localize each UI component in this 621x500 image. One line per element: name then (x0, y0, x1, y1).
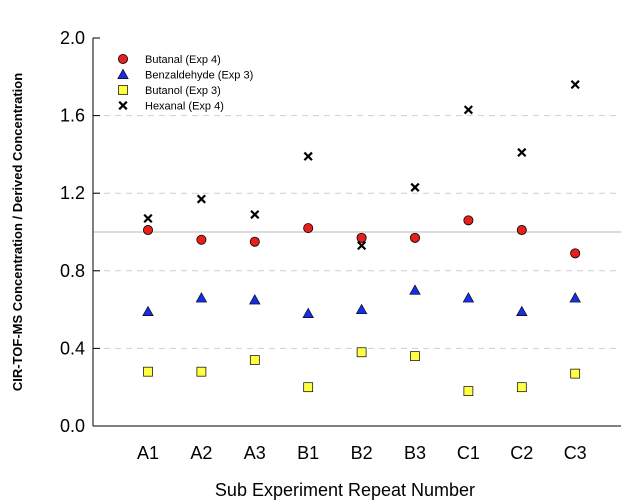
legend: Butanal (Exp 4) Benzaldehyde (Exp 3) Butan… (117, 54, 253, 113)
y-tick-label: 1.2 (60, 183, 85, 203)
data-point (569, 292, 581, 303)
data-point (303, 151, 313, 161)
x-tick-label: B3 (404, 443, 426, 463)
y-tick-label: 0.4 (60, 338, 85, 358)
data-point (356, 347, 367, 358)
x-tick-label: C3 (564, 443, 587, 463)
x-axis-title: Sub Experiment Repeat Number (215, 480, 475, 500)
series-1 (142, 284, 581, 318)
y-axis-title: CIR-TOF-MS Concentration / Derived Conce… (10, 73, 25, 391)
data-point (303, 382, 314, 393)
data-point (570, 79, 580, 90)
x-tick-label: C2 (510, 443, 533, 463)
data-point (196, 194, 206, 204)
legend-marker (118, 100, 128, 111)
data-point (303, 223, 314, 234)
data-point (516, 305, 528, 317)
x-tick-label: B1 (297, 443, 319, 463)
y-tick-label: 0.8 (60, 261, 85, 281)
data-point (249, 355, 260, 365)
x-stroke (250, 209, 260, 220)
x-tick-label: C1 (457, 443, 480, 463)
data-point (143, 366, 153, 377)
data-point (249, 236, 260, 247)
y-tick-label: 0.0 (60, 416, 85, 436)
x-stroke (517, 147, 527, 158)
series-2 (143, 347, 581, 396)
data-point (409, 232, 420, 243)
data-point (516, 225, 527, 236)
data-point (142, 225, 153, 236)
x-tick-label: A2 (190, 443, 212, 463)
x-stroke (143, 213, 153, 223)
series-0 (142, 215, 581, 259)
legend-label: Benzaldehyde (Exp 3) (145, 70, 253, 82)
marks-layer (142, 79, 581, 396)
data-point (516, 382, 527, 393)
data-point (410, 351, 420, 362)
x-stroke (357, 241, 367, 251)
data-point (356, 232, 367, 243)
data-point (250, 209, 260, 220)
series-3 (143, 79, 580, 251)
legend-marker (118, 54, 129, 65)
y-tick-label: 2.0 (60, 28, 85, 48)
y-tick-label: 1.6 (60, 106, 85, 126)
legend-marker (118, 85, 128, 95)
data-point (196, 234, 207, 245)
data-point (249, 294, 261, 305)
data-point (195, 292, 208, 303)
legend-label: Butanol (Exp 3) (145, 85, 221, 97)
x-tick-label: A3 (244, 443, 266, 463)
data-point (517, 147, 527, 158)
x-stroke (410, 182, 420, 192)
data-point (462, 292, 475, 303)
data-point (302, 307, 314, 318)
data-point (142, 305, 154, 317)
x-stroke (196, 194, 206, 204)
data-point (463, 105, 473, 115)
x-stroke (570, 79, 580, 90)
data-point (196, 366, 207, 377)
axis-layer: 0.0 0.4 0.8 1.2 1.6 2.0 A1 A2 A3 B1 B2 B3 C1 C2 C3 (60, 28, 621, 463)
x-stroke (303, 151, 313, 161)
data-point (143, 213, 153, 223)
x-tick-label: B2 (351, 443, 373, 463)
data-point (355, 303, 368, 315)
legend-label: Butanal (Exp 4) (145, 54, 221, 66)
x-stroke (463, 105, 473, 115)
data-point (570, 248, 581, 259)
data-point (463, 215, 474, 226)
data-point (570, 368, 581, 379)
data-point (463, 386, 474, 396)
x-stroke (118, 100, 128, 111)
legend-marker (117, 68, 129, 79)
legend-label: Hexanal (Exp 4) (145, 101, 224, 113)
data-point (409, 284, 421, 295)
grid-layer (93, 115, 621, 349)
x-tick-label: A1 (137, 443, 159, 463)
data-point (410, 182, 420, 192)
data-point (357, 241, 367, 251)
